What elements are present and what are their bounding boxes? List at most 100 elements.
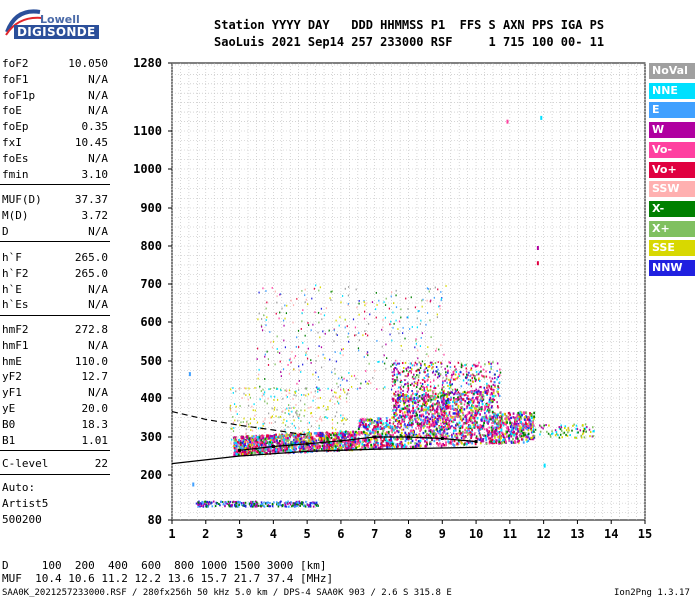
y-tick-label: 400: [140, 391, 162, 405]
echo-point: [264, 437, 267, 441]
echo-point: [440, 406, 442, 409]
echo-point: [233, 446, 236, 450]
echo-point: [455, 402, 458, 406]
echo-point: [508, 439, 511, 442]
echo-point: [361, 432, 364, 435]
echo-point: [238, 444, 241, 448]
echo-point: [523, 434, 525, 437]
echo-point: [497, 422, 499, 425]
echo-point: [444, 394, 446, 397]
echo-point: [435, 407, 438, 411]
echo-point: [422, 298, 424, 301]
echo-point: [260, 505, 262, 508]
echo-point: [259, 439, 261, 442]
echo-point: [406, 409, 408, 412]
echo-point: [355, 430, 357, 434]
echo-point: [460, 436, 463, 439]
echo-point: [457, 424, 460, 427]
echo-point: [447, 435, 449, 438]
echo-point: [335, 442, 338, 445]
echo-point: [261, 434, 264, 437]
echo-point: [225, 502, 227, 505]
echo-point: [345, 430, 347, 433]
echo-point: [256, 450, 259, 454]
echo-point: [289, 449, 292, 452]
echo-point: [293, 424, 295, 427]
echo-point: [444, 424, 446, 427]
echo-point: [308, 448, 311, 451]
echo-point: [425, 419, 427, 422]
echo-point: [398, 436, 401, 439]
echo-point: [559, 433, 562, 436]
echo-point: [294, 436, 297, 439]
echo-point: [457, 391, 460, 394]
echo-point: [298, 389, 300, 391]
echo-point: [377, 417, 380, 420]
echo-point: [198, 500, 200, 503]
param-row-md: M(D) 3.72: [2, 209, 108, 224]
echo-point: [402, 367, 405, 370]
echo-point: [429, 396, 431, 399]
echo-point: [256, 436, 259, 439]
echo-point: [440, 416, 443, 419]
echo-point: [505, 423, 508, 426]
echo-point: [586, 426, 588, 429]
echo-point: [370, 443, 373, 447]
echo-point: [582, 424, 584, 427]
echo-point: [321, 318, 323, 321]
echo-point: [335, 319, 337, 322]
echo-point: [254, 440, 257, 443]
echo-point: [474, 377, 476, 380]
echo-point: [311, 415, 313, 418]
echo-point: [254, 500, 257, 503]
echo-point: [291, 446, 294, 449]
echo-point: [497, 425, 500, 428]
param-row-mufd: MUF(D) 37.37: [2, 193, 108, 208]
echo-point: [436, 402, 438, 405]
echo-point: [244, 441, 246, 444]
echo-point: [460, 366, 463, 369]
echo-point: [452, 396, 455, 400]
echo-point: [307, 440, 310, 443]
echo-point: [243, 453, 246, 456]
echo-point: [295, 433, 298, 436]
echo-point: [460, 371, 462, 374]
echo-point: [287, 443, 290, 446]
echo-point: [336, 382, 338, 385]
echo-point: [308, 444, 310, 447]
echo-point: [344, 287, 346, 290]
echo-point: [325, 435, 327, 438]
echo-point: [284, 433, 287, 436]
echo-point: [308, 431, 311, 435]
echo-point: [515, 424, 517, 427]
echo-point: [453, 365, 456, 368]
echo-point: [378, 420, 381, 424]
echo-point: [592, 430, 594, 433]
echo-point: [335, 446, 338, 449]
echo-point: [322, 330, 324, 333]
echo-point: [274, 290, 276, 293]
echo-point: [317, 431, 320, 435]
echo-point: [419, 404, 421, 407]
param-row-b0: B0 18.3: [2, 418, 108, 433]
echo-point: [279, 311, 281, 314]
echo-point: [482, 439, 484, 443]
echo-point: [363, 447, 366, 450]
echo-point: [242, 504, 245, 507]
echo-point: [398, 362, 400, 365]
echo-point: [313, 395, 315, 398]
echo-point: [248, 393, 251, 396]
echo-point: [454, 429, 457, 432]
echo-point: [385, 433, 387, 437]
echo-point: [346, 418, 348, 421]
echo-point: [358, 332, 360, 334]
echo-point: [293, 502, 295, 505]
echo-point: [467, 374, 469, 377]
echo-point: [347, 294, 350, 297]
echo-point: [463, 422, 465, 425]
echo-point: [347, 392, 349, 395]
echo-point: [496, 369, 498, 372]
echo-point: [448, 387, 451, 390]
echo-point: [449, 406, 451, 409]
echo-point: [492, 390, 495, 393]
